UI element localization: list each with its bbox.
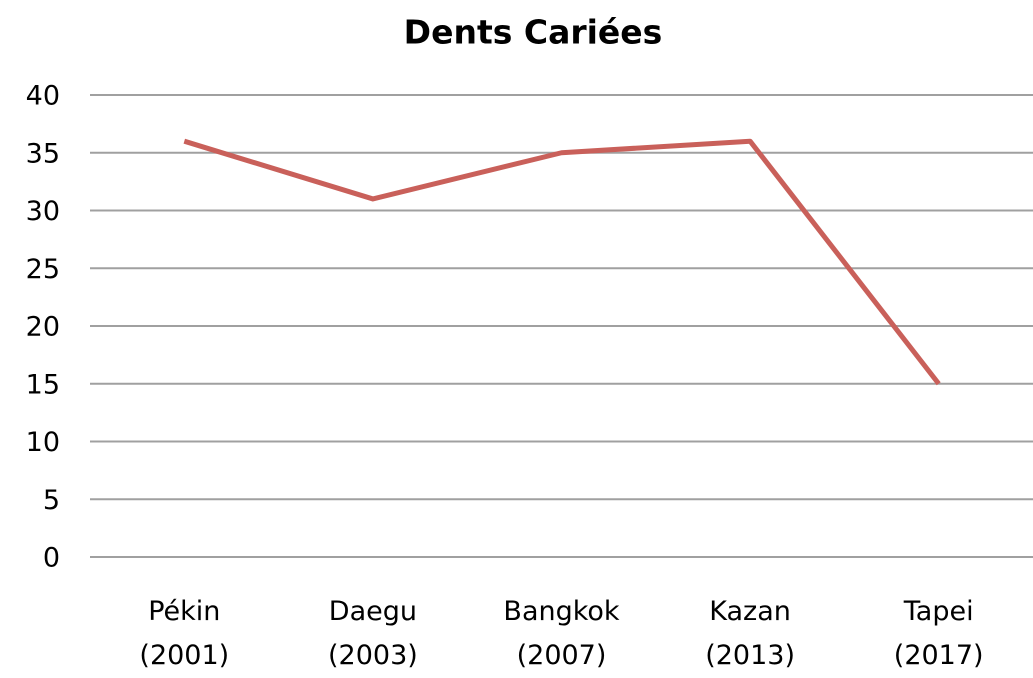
line [183, 138, 941, 386]
y-tick-label: 15 [26, 369, 60, 400]
x-tick-label: Kazan (2013) [705, 596, 795, 671]
chart-title: Dents Cariées [404, 13, 663, 52]
x-tick-label: Daegu (2003) [328, 596, 418, 671]
y-tick-label: 30 [26, 196, 60, 227]
y-tick-label: 0 [43, 543, 60, 574]
y-tick-label: 20 [26, 312, 60, 343]
x-tick-label: Bangkok (2007) [503, 596, 620, 671]
y-tick-label: 25 [26, 254, 60, 285]
y-tick-label: 40 [26, 81, 60, 112]
y-tick-label: 5 [43, 485, 60, 516]
y-tick-label: 35 [26, 138, 60, 169]
x-tick-label: Pékin (2001) [139, 596, 230, 671]
y-tick-label: 10 [26, 427, 60, 458]
x-tick-label: Tapei (2017) [893, 596, 984, 671]
